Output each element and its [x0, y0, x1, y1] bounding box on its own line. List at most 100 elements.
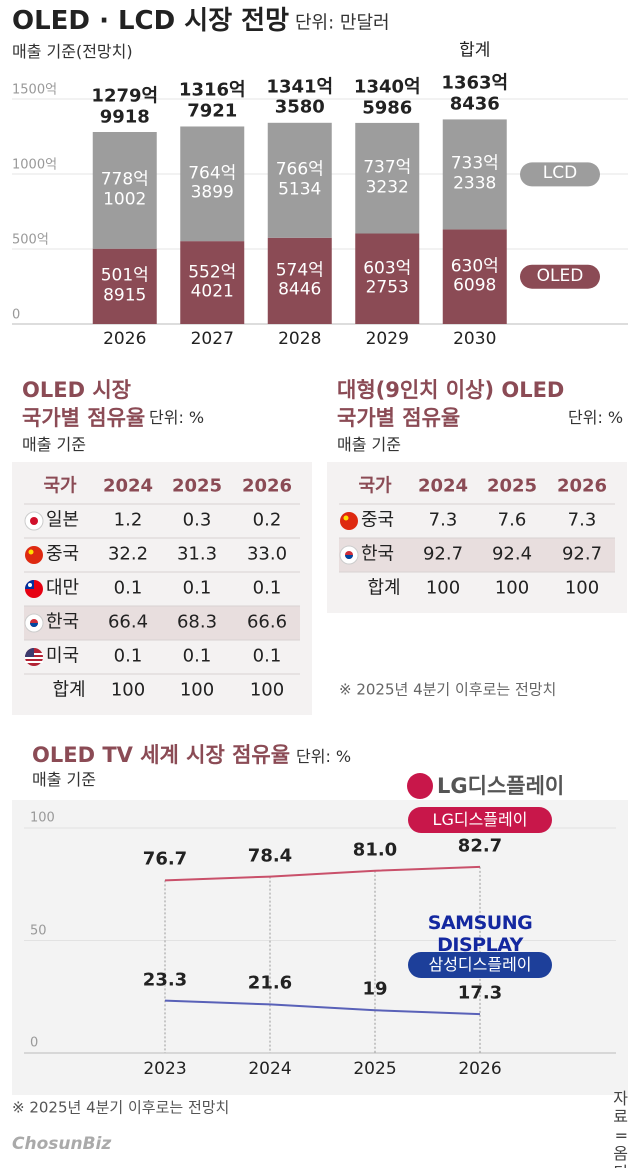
- cell: 100: [110, 679, 146, 701]
- cell: 33.0: [246, 543, 288, 565]
- bar: [180, 241, 245, 324]
- value-label: 778억 1002: [100, 169, 149, 210]
- column-header: 2026: [556, 475, 608, 497]
- cell: 7.6: [497, 509, 527, 531]
- value-label: 574억 8446: [275, 260, 324, 300]
- legend-pill: [520, 162, 600, 187]
- highlight-row: [24, 606, 300, 640]
- title: OLED · LCD 시장 전망: [12, 6, 290, 37]
- value-label: 17.3: [457, 982, 503, 1004]
- row-label: 합계: [52, 679, 86, 701]
- cell: 31.3: [176, 543, 218, 565]
- bar: [180, 126, 245, 242]
- row-label: 미국: [46, 645, 80, 667]
- y-tick-label: 1000억: [12, 157, 58, 173]
- cell: 0.1: [252, 577, 282, 599]
- x-tick-label: 2029: [365, 329, 409, 350]
- column-header: 2025: [486, 475, 538, 497]
- total-label: 1340억 5986: [353, 76, 421, 119]
- value-label: 737억 3232: [363, 157, 412, 198]
- plot-panel: [12, 800, 628, 1095]
- value-label: 23.3: [142, 969, 188, 991]
- column-header: 국가: [43, 475, 77, 497]
- logo: ChosunBiz: [12, 1134, 112, 1155]
- cell: 66.6: [246, 611, 288, 633]
- y-tick-label: 1500억: [12, 82, 58, 98]
- cell: 92.4: [491, 543, 533, 565]
- bar: [442, 229, 507, 324]
- value-label: 603억 2753: [363, 258, 412, 298]
- cell: 100: [179, 679, 215, 701]
- legend-pill: [520, 264, 600, 289]
- legend-logo: SAMSUNG DISPLAY: [427, 912, 533, 956]
- flag: [30, 517, 38, 525]
- row-label: 중국: [361, 509, 395, 531]
- row-label: 합계: [367, 577, 401, 599]
- cell: 66.4: [107, 611, 149, 633]
- column-header: 2024: [417, 475, 469, 497]
- flag: [345, 555, 353, 559]
- flag: [25, 657, 43, 659]
- unit: 단위: 만달러: [295, 12, 390, 34]
- highlight-row: [339, 538, 615, 572]
- cell: 100: [249, 679, 285, 701]
- column-header: 2025: [171, 475, 223, 497]
- subtitle: 매출 기준: [337, 434, 401, 454]
- bar: [267, 237, 332, 324]
- legend-label: 삼성디스플레이: [428, 954, 532, 974]
- flag: [343, 515, 349, 521]
- cell: 92.7: [561, 543, 603, 565]
- cell: 100: [494, 577, 530, 599]
- bar: [355, 122, 420, 234]
- value-label: 766억 5134: [275, 159, 324, 200]
- legend-label: OLED: [536, 265, 584, 286]
- row-label: 한국: [46, 611, 80, 633]
- value-label: 21.6: [247, 973, 293, 995]
- x-tick-label: 2026: [458, 1059, 502, 1080]
- value-label: 81.0: [352, 839, 398, 861]
- bar: [442, 119, 507, 230]
- x-tick-label: 2027: [190, 329, 234, 350]
- value-label: 76.7: [142, 849, 188, 871]
- legend-label: LCD: [542, 163, 578, 184]
- subtitle: 매출 기준: [22, 434, 86, 454]
- table-title: 대형(9인치 이상) OLED 국가별 점유율: [337, 378, 565, 430]
- total-label: 1341억 3580: [266, 76, 334, 119]
- cell: 7.3: [567, 509, 597, 531]
- legend-pill: [408, 952, 552, 978]
- cell: 0.3: [182, 509, 212, 531]
- flag: [25, 546, 43, 564]
- value-label: 501억 8915: [100, 265, 149, 306]
- unit: 단위: %: [568, 407, 624, 427]
- subtitle: 매출 기준(전망치): [12, 41, 133, 61]
- line: [164, 865, 481, 882]
- cell: 0.1: [252, 645, 282, 667]
- row-label: 중국: [46, 543, 80, 565]
- legend-label: LG디스플레이: [432, 809, 528, 829]
- row-label: 대만: [46, 577, 80, 599]
- chart-title: OLED TV 세계 시장 점유율: [32, 742, 291, 767]
- x-tick-label: 2025: [353, 1059, 397, 1080]
- row-label: 일본: [46, 509, 80, 531]
- x-tick-label: 2030: [453, 329, 497, 350]
- flag: [28, 583, 32, 587]
- cell: 32.2: [107, 543, 149, 565]
- flag: [340, 512, 358, 530]
- legend-pill: [408, 807, 552, 833]
- cell: 7.3: [428, 509, 458, 531]
- line: [164, 999, 481, 1016]
- x-tick-label: 2024: [248, 1059, 292, 1080]
- logo-mark: [407, 773, 433, 799]
- row-label: 한국: [361, 543, 395, 565]
- note: ※ 2025년 4분기 이후로는 전망치: [339, 680, 557, 699]
- y-tick-label: 0: [30, 1035, 39, 1051]
- value-label: 82.7: [457, 835, 503, 857]
- cell: 100: [564, 577, 600, 599]
- cell: 92.7: [422, 543, 464, 565]
- total-label: 1316억 7921: [178, 80, 246, 122]
- flag: [28, 549, 34, 555]
- y-tick-label: 50: [30, 923, 47, 939]
- unit: 단위: %: [296, 746, 352, 766]
